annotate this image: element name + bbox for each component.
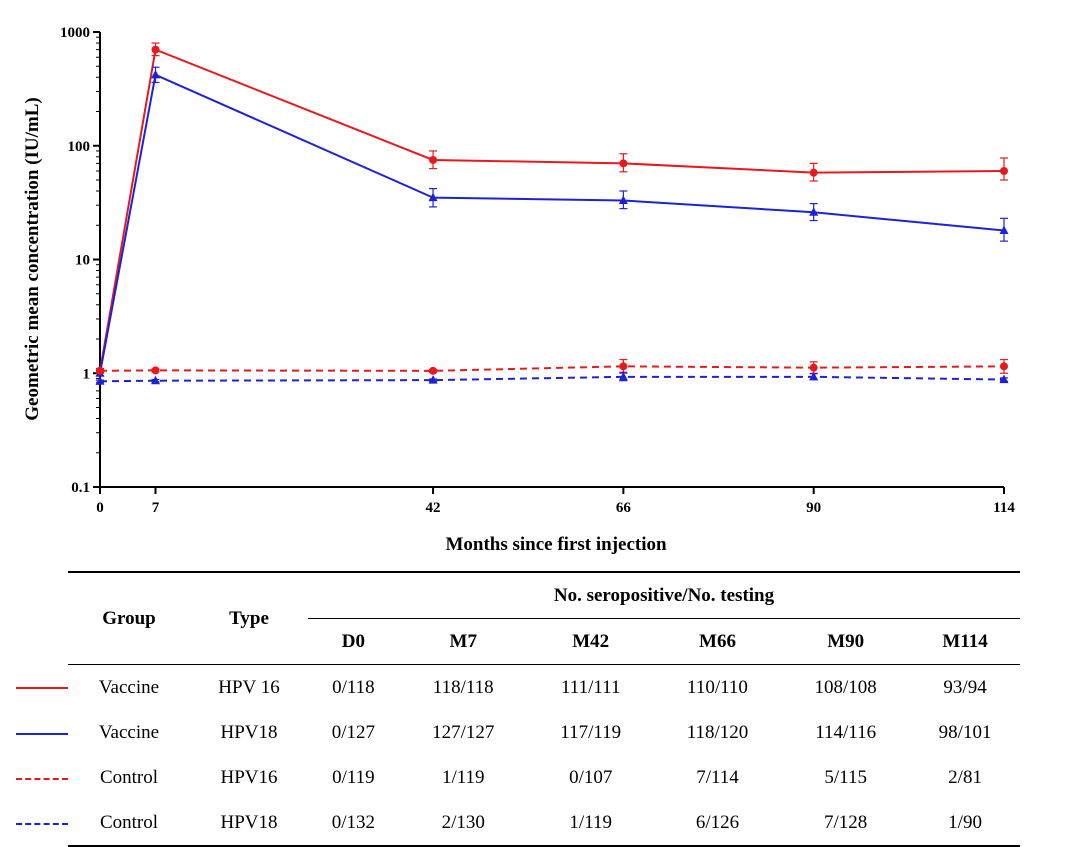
table-row: Control HPV16 0/119 1/119 0/107 7/114 5/115 2/8… (68, 755, 1020, 800)
span-header: No. seropositive/No. testing (308, 572, 1020, 619)
value-cell: 0/118 (332, 676, 375, 698)
data-point (151, 69, 161, 79)
data-point (428, 192, 438, 202)
series-line (99, 73, 1005, 374)
y-tick-label: 0.1 (71, 480, 90, 496)
value-cell: 0/107 (569, 766, 613, 788)
type-cell: HPV18 (220, 721, 278, 743)
legend-line-sample (16, 733, 68, 735)
y-tick-label: 1 (83, 366, 91, 382)
value-cell: 0/119 (332, 766, 375, 788)
value-cell: 7/128 (824, 811, 868, 833)
value-cell: 118/120 (686, 721, 749, 743)
data-point (1000, 362, 1008, 371)
type-cell: HPV18 (220, 811, 278, 833)
value-cell: 114/116 (815, 721, 877, 743)
data-point (618, 371, 628, 381)
value-cell: 2/81 (948, 766, 982, 788)
column-header: M90 (827, 630, 865, 652)
legend-line-sample (16, 687, 68, 689)
value-cell: 6/126 (695, 811, 740, 833)
type-cell: HPV16 (220, 766, 278, 788)
group-cell: Vaccine (98, 721, 160, 743)
table-row: Vaccine HPV18 0/127 127/127 117/119 118/120 11… (68, 710, 1020, 755)
data-point (619, 159, 628, 168)
group-cell: Vaccine (98, 676, 160, 698)
value-cell: 0/132 (331, 811, 376, 833)
gmc-line-chart: 0.1 1 10 100 1000 0 7 42 66 90 114 Geometric mean … (22, 25, 1015, 555)
group-cell: Control (99, 766, 159, 788)
legend-line-sample (16, 823, 68, 825)
data-point (618, 195, 628, 205)
x-tick-label: 0 (96, 500, 104, 516)
group-cell: Control (99, 811, 159, 833)
x-tick-label: 66 (616, 500, 632, 516)
data-point (1000, 166, 1008, 175)
group-header: Group (102, 607, 156, 629)
value-cell: 1/119 (569, 811, 612, 833)
series-line (99, 365, 1005, 372)
data-point (809, 168, 818, 177)
data-point (429, 366, 438, 375)
column-header: M66 (699, 630, 736, 652)
data-point (809, 207, 819, 216)
data-point (151, 375, 161, 385)
data-point (809, 371, 819, 381)
value-cell: 1/119 (441, 766, 485, 788)
value-cell: 118/118 (432, 676, 494, 698)
value-cell: 7/114 (696, 766, 739, 788)
value-cell: 111/111 (560, 676, 621, 698)
value-cell: 127/127 (432, 721, 495, 743)
value-cell: 110/110 (687, 676, 748, 698)
value-cell: 2/130 (441, 811, 485, 833)
x-axis-title: Months since first injection (445, 534, 667, 555)
x-tick-label: 114 (993, 500, 1015, 516)
value-cell: 5/115 (824, 766, 867, 788)
data-point (999, 374, 1009, 384)
data-point (429, 155, 438, 164)
data-point (809, 363, 818, 372)
column-header: D0 (341, 630, 366, 652)
y-tick-label: 100 (68, 139, 91, 155)
value-cell: 108/108 (814, 676, 877, 698)
data-point (151, 366, 160, 375)
y-axis-title: Geometric mean concentration (IU/mL) (22, 97, 43, 420)
value-cell: 0/127 (331, 721, 376, 743)
value-cell: 117/119 (560, 721, 622, 743)
data-point (428, 375, 438, 384)
column-header: M114 (942, 630, 988, 652)
y-tick-label: 10 (75, 253, 90, 269)
x-tick-label: 42 (426, 500, 441, 516)
value-cell: 98/101 (938, 721, 992, 743)
data-point (95, 376, 105, 385)
series-line (99, 48, 1005, 372)
table-row: Control HPV18 0/132 2/130 1/119 6/126 7/128 1/9… (68, 800, 1020, 846)
y-tick-label: 1000 (60, 25, 90, 41)
seropositivity-table: Group Type No. seropositive/No. testing … (68, 571, 1020, 847)
data-point (151, 45, 160, 54)
series-line (99, 375, 1005, 383)
column-header: M7 (449, 630, 477, 652)
type-cell: HPV 16 (218, 676, 280, 698)
value-cell: 93/94 (943, 676, 987, 698)
data-point (999, 225, 1009, 234)
x-tick-label: 90 (806, 500, 821, 516)
x-tick-label: 7 (152, 500, 160, 516)
type-header: Type (229, 607, 269, 629)
table-row: Vaccine HPV 16 0/118 118/118 111/111 110/110 1… (68, 665, 1020, 711)
column-header: M42 (572, 630, 610, 652)
legend-line-sample (16, 778, 68, 780)
value-cell: 1/90 (948, 811, 982, 833)
data-point (619, 362, 628, 371)
data-point (96, 366, 104, 375)
